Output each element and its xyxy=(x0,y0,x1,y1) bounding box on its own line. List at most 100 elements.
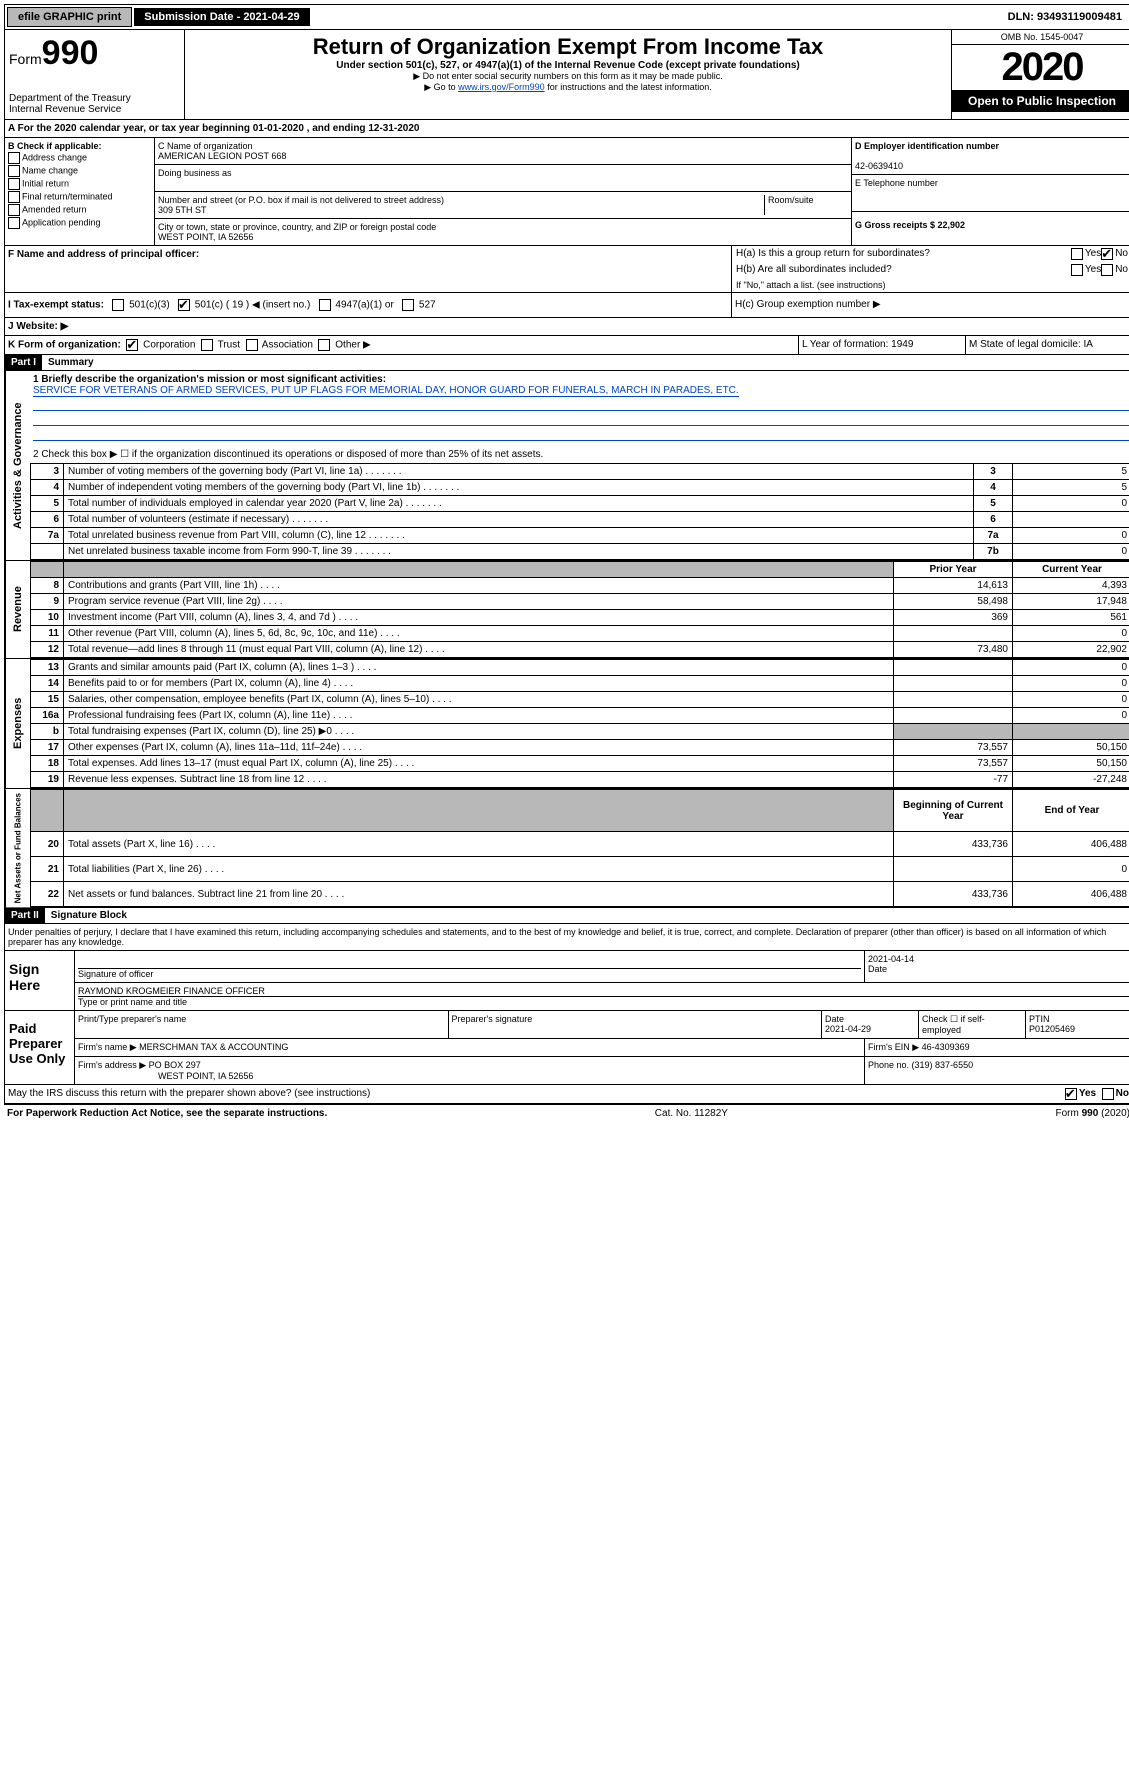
underline xyxy=(33,398,1129,411)
paid-prep-label: Paid Preparer Use Only xyxy=(5,1011,75,1084)
h-a-no[interactable] xyxy=(1101,248,1113,260)
sig-date: 2021-04-14 xyxy=(868,954,914,964)
sign-here-block: Sign Here Signature of officer 2021-04-1… xyxy=(4,951,1129,1011)
ptin-value: P01205469 xyxy=(1029,1024,1075,1034)
ein-label: D Employer identification number xyxy=(855,141,999,151)
expenses-table: 13Grants and similar amounts paid (Part … xyxy=(30,659,1129,788)
line1: 1 Briefly describe the organization's mi… xyxy=(30,371,1129,446)
check-final[interactable]: Final return/terminated xyxy=(8,191,151,203)
h-b-no[interactable] xyxy=(1101,264,1113,276)
form-header: Form990 Department of the Treasury Inter… xyxy=(4,30,1129,120)
revenue-table: Prior YearCurrent Year8Contributions and… xyxy=(30,561,1129,658)
table-row: 12Total revenue—add lines 8 through 11 (… xyxy=(31,642,1129,658)
submission-label: Submission Date - 2021-04-29 xyxy=(134,8,309,26)
check-corp[interactable] xyxy=(126,339,138,351)
efile-button[interactable]: efile GRAPHIC print xyxy=(7,7,132,27)
h-b-yes[interactable] xyxy=(1071,264,1083,276)
tax-status-label: I Tax-exempt status: xyxy=(8,300,104,311)
org-name: AMERICAN LEGION POST 668 xyxy=(158,151,286,161)
title-block: Return of Organization Exempt From Incom… xyxy=(185,30,952,119)
irs-link[interactable]: www.irs.gov/Form990 xyxy=(458,82,545,92)
footer-mid: Cat. No. 11282Y xyxy=(655,1108,728,1119)
table-row: 17Other expenses (Part IX, column (A), l… xyxy=(31,740,1129,756)
check-trust[interactable] xyxy=(201,339,213,351)
discuss-yes[interactable] xyxy=(1065,1088,1077,1100)
ptin-label: PTIN xyxy=(1029,1014,1050,1024)
city-value: WEST POINT, IA 52656 xyxy=(158,232,253,242)
check-pending[interactable]: Application pending xyxy=(8,217,151,229)
check-self[interactable]: Check ☐ if self-employed xyxy=(919,1011,1026,1038)
firm-name-label: Firm's name ▶ xyxy=(78,1042,137,1052)
check-other[interactable] xyxy=(318,339,330,351)
main-title: Return of Organization Exempt From Incom… xyxy=(189,34,947,60)
table-row: 20Total assets (Part X, line 16) . . . .… xyxy=(31,832,1129,857)
check-4947[interactable] xyxy=(319,299,331,311)
vlabel-revenue: Revenue xyxy=(5,561,30,658)
vlabel-governance: Activities & Governance xyxy=(5,371,30,560)
table-row: 18Total expenses. Add lines 13–17 (must … xyxy=(31,756,1129,772)
table-row: 22Net assets or fund balances. Subtract … xyxy=(31,882,1129,907)
governance-table: 3Number of voting members of the governi… xyxy=(30,463,1129,560)
firm-phone: Phone no. (319) 837-6550 xyxy=(865,1057,1129,1084)
firm-addr: PO BOX 297 xyxy=(149,1060,201,1070)
part1-title: Summary xyxy=(42,355,100,370)
check-501c3[interactable] xyxy=(112,299,124,311)
sig-officer-label: Signature of officer xyxy=(78,969,153,979)
addr-value: 309 5TH ST xyxy=(158,205,207,215)
section-f: F Name and address of principal officer: xyxy=(5,246,732,292)
h-b-note: If "No," attach a list. (see instruction… xyxy=(732,278,1129,292)
line1-label: 1 Briefly describe the organization's mi… xyxy=(33,374,386,385)
state-domicile: M State of legal domicile: IA xyxy=(966,336,1129,354)
subtitle: Under section 501(c), 527, or 4947(a)(1)… xyxy=(189,60,947,71)
h-a-yes[interactable] xyxy=(1071,248,1083,260)
discuss-row: May the IRS discuss this return with the… xyxy=(4,1085,1129,1104)
table-row: 14Benefits paid to or for members (Part … xyxy=(31,676,1129,692)
officer-name: RAYMOND KROGMEIER FINANCE OFFICER xyxy=(78,986,1129,997)
entity-info: B Check if applicable: Address change Na… xyxy=(4,138,1129,246)
ein-value: 42-0639410 xyxy=(855,161,903,171)
prep-date: 2021-04-29 xyxy=(825,1024,871,1034)
part1-label: Part I xyxy=(5,355,42,370)
year-block: OMB No. 1545-0047 2020 Open to Public In… xyxy=(952,30,1129,119)
officer-label: F Name and address of principal officer: xyxy=(8,249,199,260)
form-id-block: Form990 Department of the Treasury Inter… xyxy=(5,30,185,119)
section-j: J Website: ▶ xyxy=(4,318,1129,336)
phone-label: E Telephone number xyxy=(855,178,938,188)
section-deg: D Employer identification number 42-0639… xyxy=(852,138,1129,245)
note-ssn: ▶ Do not enter social security numbers o… xyxy=(189,71,947,82)
h-b-label: H(b) Are all subordinates included? xyxy=(736,264,1071,276)
open-public-label: Open to Public Inspection xyxy=(952,90,1129,112)
check-address[interactable]: Address change xyxy=(8,152,151,164)
declaration-text: Under penalties of perjury, I declare th… xyxy=(4,924,1129,951)
table-row: 15Salaries, other compensation, employee… xyxy=(31,692,1129,708)
dept-label: Department of the Treasury xyxy=(9,93,180,104)
table-row: 4Number of independent voting members of… xyxy=(31,480,1129,496)
table-row: 21Total liabilities (Part X, line 26) . … xyxy=(31,857,1129,882)
table-row: 3Number of voting members of the governi… xyxy=(31,464,1129,480)
check-assoc[interactable] xyxy=(246,339,258,351)
check-name[interactable]: Name change xyxy=(8,165,151,177)
firm-name: MERSCHMAN TAX & ACCOUNTING xyxy=(139,1042,288,1052)
part2-title: Signature Block xyxy=(45,908,133,923)
vlabel-net: Net Assets or Fund Balances xyxy=(5,789,30,907)
discuss-no[interactable] xyxy=(1102,1088,1114,1100)
check-527[interactable] xyxy=(402,299,414,311)
table-header: Prior YearCurrent Year xyxy=(31,562,1129,578)
part2-header: Part II Signature Block xyxy=(4,908,1129,924)
expenses-section: Expenses 13Grants and similar amounts pa… xyxy=(4,659,1129,789)
form-label: Form xyxy=(9,51,42,67)
table-row: 19Revenue less expenses. Subtract line 1… xyxy=(31,772,1129,788)
check-initial[interactable]: Initial return xyxy=(8,178,151,190)
prep-name-label: Print/Type preparer's name xyxy=(75,1011,449,1038)
year-formation: L Year of formation: 1949 xyxy=(799,336,966,354)
top-bar: efile GRAPHIC print Submission Date - 20… xyxy=(4,4,1129,30)
line2: 2 Check this box ▶ ☐ if the organization… xyxy=(30,446,1129,463)
vlabel-expenses: Expenses xyxy=(5,659,30,788)
check-501c[interactable] xyxy=(178,299,190,311)
sign-here-label: Sign Here xyxy=(5,951,75,1010)
check-amended[interactable]: Amended return xyxy=(8,204,151,216)
table-row: bTotal fundraising expenses (Part IX, co… xyxy=(31,724,1129,740)
section-h: H(a) Is this a group return for subordin… xyxy=(732,246,1129,292)
section-i: I Tax-exempt status: 501(c)(3) 501(c) ( … xyxy=(5,293,732,317)
dln-label: DLN: 93493119009481 xyxy=(998,8,1129,26)
